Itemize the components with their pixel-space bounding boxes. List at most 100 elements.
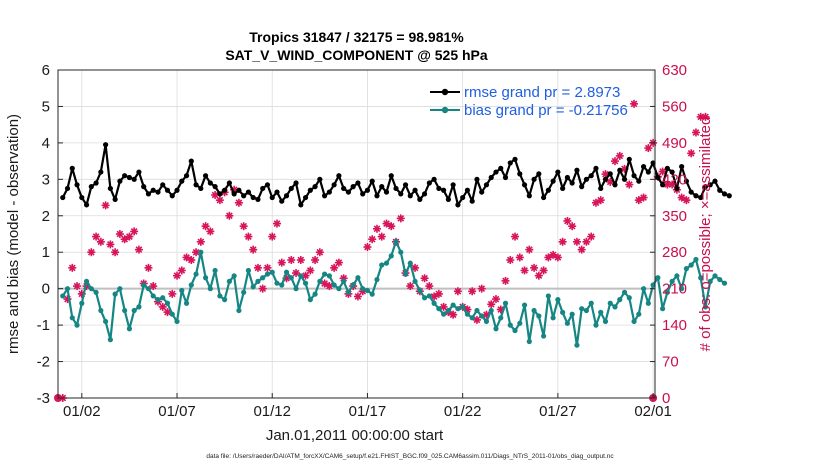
bias-point (493, 326, 499, 332)
chart-title: Tropics 31847 / 32175 = 98.981% (249, 29, 464, 45)
left-y-tick-label: -3 (37, 390, 50, 407)
rmse-point (579, 184, 585, 190)
bias-point (536, 313, 542, 319)
rmse-point (245, 189, 252, 195)
obs-count-marker (572, 237, 581, 246)
bias-point (479, 313, 485, 319)
rmse-point (374, 193, 380, 199)
obs-count-marker (272, 219, 281, 228)
rmse-point (350, 184, 356, 190)
bias-point (626, 295, 632, 301)
obs-count-marker (292, 269, 301, 278)
rmse-point (455, 202, 461, 208)
obs-count-marker (125, 232, 134, 241)
left-y-tick-label: 6 (42, 62, 50, 79)
obs-count-marker (396, 214, 405, 223)
rmse-point (655, 174, 661, 181)
bias-point (598, 309, 604, 315)
obs-count-marker (644, 144, 653, 153)
obs-count-marker (253, 263, 262, 272)
rmse-point (598, 185, 604, 192)
obs-count-marker (477, 284, 486, 293)
bias-point (583, 307, 590, 314)
rmse-point (417, 196, 423, 202)
obs-count-marker (87, 248, 96, 257)
rmse-point (669, 169, 675, 175)
obs-count-marker (639, 193, 648, 202)
obs-count-marker (225, 211, 234, 220)
bias-point (312, 291, 318, 297)
rmse-point (536, 171, 542, 177)
right-y-tick-label: 280 (662, 244, 687, 261)
bias-point (60, 293, 66, 299)
obs-count-marker (244, 232, 253, 241)
obs-count-marker (682, 196, 691, 205)
x-tick-label: 01/02 (63, 403, 101, 420)
x-tick-label: 01/17 (349, 403, 387, 420)
rmse-point (636, 178, 642, 184)
rmse-point (483, 182, 490, 188)
bias-point (702, 304, 709, 310)
bias-point (374, 276, 380, 283)
rmse-point (188, 158, 194, 164)
obs-count-marker (582, 237, 591, 246)
bias-point (79, 300, 85, 306)
bias-point (388, 253, 394, 259)
bias-point (164, 300, 171, 306)
obs-count-marker (334, 258, 343, 267)
x-tick-label: 01/22 (444, 403, 482, 420)
rmse-point (383, 189, 390, 195)
bias-point (369, 291, 375, 297)
bias-point (298, 273, 304, 279)
rmse-point (336, 173, 342, 179)
obs-count-marker (611, 157, 620, 166)
obs-count-marker (472, 315, 481, 324)
bias-point (531, 307, 537, 314)
bias-point (103, 318, 109, 325)
right-y-tick-label: 350 (662, 208, 687, 225)
bias-point (141, 282, 147, 288)
bias-point (274, 280, 280, 286)
legend-rmse-label: rmse grand pr = 2.8973 (464, 84, 620, 101)
rmse-line (61, 143, 730, 206)
bias-point (450, 302, 456, 308)
rmse-point (198, 185, 204, 192)
obs-count-marker (173, 271, 182, 280)
rmse-point (712, 178, 718, 184)
obs-count-marker (287, 256, 296, 265)
bias-point (698, 275, 704, 281)
bias-point (131, 307, 137, 314)
bias-point (226, 278, 232, 284)
left-y-tick-label: 2 (42, 208, 50, 225)
x-tick-label: 02/01 (634, 403, 672, 420)
bias-point (288, 275, 294, 281)
bias-point (307, 297, 313, 303)
bias-point (302, 280, 309, 286)
bias-point (550, 315, 556, 321)
obs-count-marker (420, 274, 429, 283)
obs-count-marker (520, 266, 529, 275)
x-axis-label: Jan.01,2011 00:00:00 start (266, 427, 444, 444)
bias-point (483, 318, 490, 325)
rmse-point (683, 178, 690, 184)
rmse-point (650, 160, 656, 166)
rmse-point (107, 185, 113, 192)
obs-count-marker (658, 167, 667, 176)
obs-count-marker (68, 263, 77, 272)
obs-count-marker (596, 196, 605, 205)
obs-count-marker (525, 245, 534, 254)
bias-point (560, 309, 566, 315)
bias-point (540, 333, 547, 339)
bias-point (74, 322, 80, 328)
rmse-point (398, 191, 404, 197)
bias-point (721, 280, 728, 286)
rmse-point (607, 171, 613, 177)
bias-point (707, 278, 713, 284)
gridlines (58, 69, 655, 399)
bias-point (269, 269, 275, 275)
left-y-tick-label: -2 (37, 354, 50, 371)
rmse-point (317, 176, 323, 182)
bias-point (150, 293, 156, 299)
bias-point (260, 275, 266, 281)
bias-point (640, 286, 647, 292)
